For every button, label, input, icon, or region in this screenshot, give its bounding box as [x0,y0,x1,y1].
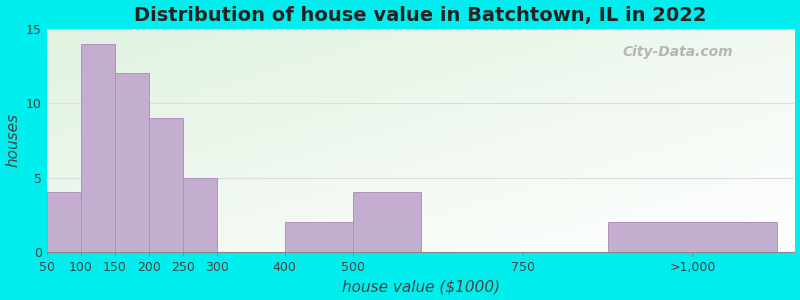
Text: City-Data.com: City-Data.com [622,45,733,58]
Bar [182,178,217,252]
Bar [353,192,421,252]
Y-axis label: houses: houses [6,113,21,167]
Bar [285,222,353,252]
Bar [607,222,778,252]
Bar [81,44,115,252]
Title: Distribution of house value in Batchtown, IL in 2022: Distribution of house value in Batchtown… [134,6,707,25]
Bar [149,118,182,252]
Bar [47,192,81,252]
X-axis label: house value ($1000): house value ($1000) [342,279,500,294]
Bar [115,74,149,252]
